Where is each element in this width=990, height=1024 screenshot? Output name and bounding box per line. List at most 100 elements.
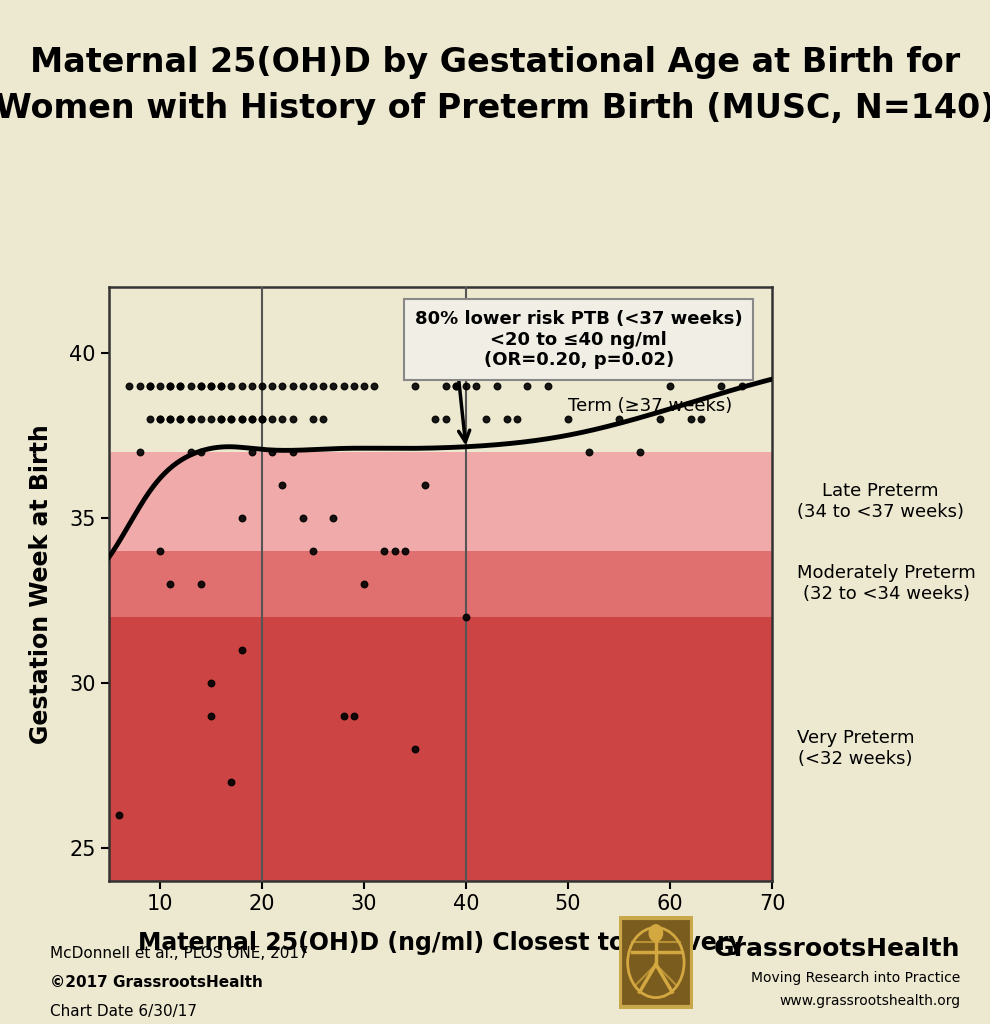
FancyBboxPatch shape [620, 919, 691, 1007]
Point [285, 443, 301, 460]
Point [224, 378, 240, 394]
Point [336, 378, 351, 394]
Point [346, 378, 361, 394]
Point [193, 411, 209, 427]
Point [580, 443, 596, 460]
Point [213, 378, 229, 394]
Point [213, 411, 229, 427]
Point [203, 675, 219, 691]
Text: Late Preterm
(34 to <37 weeks): Late Preterm (34 to <37 weeks) [797, 481, 964, 520]
Bar [109, 287, 772, 452]
Point [234, 510, 249, 526]
Point [254, 411, 270, 427]
Point [336, 708, 351, 724]
Text: Term (≥37 weeks): Term (≥37 weeks) [568, 396, 733, 415]
Point [162, 378, 178, 394]
Point [407, 378, 423, 394]
Point [489, 378, 505, 394]
Point [713, 378, 729, 394]
Point [315, 378, 331, 394]
X-axis label: Maternal 25(OH)D (ng/ml) Closest to Delivery: Maternal 25(OH)D (ng/ml) Closest to Deli… [138, 931, 743, 954]
Point [652, 411, 668, 427]
Point [172, 378, 188, 394]
Circle shape [649, 925, 662, 941]
Text: Maternal 25(OH)D by Gestational Age at Birth for: Maternal 25(OH)D by Gestational Age at B… [30, 46, 960, 79]
Point [162, 411, 178, 427]
Point [264, 443, 280, 460]
Point [356, 575, 372, 592]
Point [203, 411, 219, 427]
Point [193, 378, 209, 394]
Point [234, 411, 249, 427]
Point [244, 411, 259, 427]
Text: Chart Date 6/30/17: Chart Date 6/30/17 [50, 1004, 196, 1019]
Point [468, 378, 484, 394]
Point [234, 641, 249, 657]
Point [407, 740, 423, 757]
Point [234, 411, 249, 427]
Point [447, 378, 463, 394]
Point [285, 378, 301, 394]
Point [662, 378, 678, 394]
Point [224, 411, 240, 427]
Point [315, 411, 331, 427]
Point [244, 411, 259, 427]
Point [244, 378, 259, 394]
Point [142, 378, 157, 394]
Bar [109, 551, 772, 616]
Text: Very Preterm
(<32 weeks): Very Preterm (<32 weeks) [797, 729, 915, 768]
Point [376, 543, 392, 559]
Point [693, 411, 709, 427]
Point [162, 411, 178, 427]
Point [295, 510, 311, 526]
Point [152, 378, 168, 394]
Point [295, 378, 311, 394]
Point [182, 443, 198, 460]
Text: Moderately Preterm
(32 to <34 weeks): Moderately Preterm (32 to <34 weeks) [797, 564, 976, 603]
Text: 80% lower risk PTB (<37 weeks)
<20 to ≤40 ng/ml
(OR=0.20, p=0.02): 80% lower risk PTB (<37 weeks) <20 to ≤4… [415, 310, 742, 370]
Point [305, 411, 321, 427]
Point [203, 378, 219, 394]
Point [193, 443, 209, 460]
Point [142, 378, 157, 394]
Point [632, 443, 647, 460]
Point [540, 378, 555, 394]
Point [683, 411, 699, 427]
Point [447, 378, 463, 394]
Point [254, 378, 270, 394]
Point [203, 378, 219, 394]
Bar [109, 452, 772, 551]
Point [182, 411, 198, 427]
Point [152, 411, 168, 427]
Y-axis label: Gestation Week at Birth: Gestation Week at Birth [29, 424, 52, 743]
Point [418, 476, 434, 493]
Point [509, 411, 525, 427]
Point [224, 411, 240, 427]
Point [182, 378, 198, 394]
Point [326, 378, 342, 394]
Point [346, 708, 361, 724]
Point [152, 543, 168, 559]
Point [193, 575, 209, 592]
Point [458, 608, 474, 625]
Point [213, 411, 229, 427]
Point [162, 378, 178, 394]
Point [387, 543, 403, 559]
Point [111, 807, 127, 823]
Point [132, 443, 148, 460]
Point [132, 378, 148, 394]
Text: Moving Research into Practice: Moving Research into Practice [751, 971, 960, 985]
Text: Women with History of Preterm Birth (MUSC, N=140): Women with History of Preterm Birth (MUS… [0, 92, 990, 125]
Point [305, 378, 321, 394]
Point [305, 543, 321, 559]
Point [438, 378, 453, 394]
Point [274, 476, 290, 493]
Point [254, 411, 270, 427]
Point [264, 378, 280, 394]
Point [234, 378, 249, 394]
Point [366, 378, 382, 394]
Point [213, 378, 229, 394]
Point [182, 411, 198, 427]
Point [356, 378, 372, 394]
Point [397, 543, 413, 559]
